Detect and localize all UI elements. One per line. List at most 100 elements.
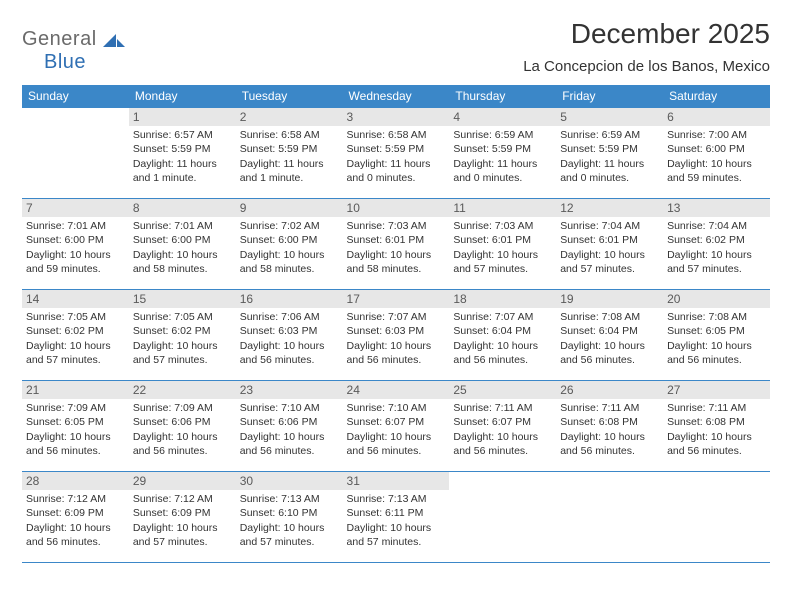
sunrise-text: Sunrise: 6:58 AM [240, 128, 339, 142]
calendar-week-row: 14Sunrise: 7:05 AMSunset: 6:02 PMDayligh… [22, 290, 770, 381]
sunset-text: Sunset: 6:09 PM [26, 506, 125, 520]
calendar-day-cell: 24Sunrise: 7:10 AMSunset: 6:07 PMDayligh… [343, 381, 450, 472]
sunrise-text: Sunrise: 7:03 AM [453, 219, 552, 233]
daylight-text-2: and 59 minutes. [26, 262, 125, 276]
calendar-day-cell: 16Sunrise: 7:06 AMSunset: 6:03 PMDayligh… [236, 290, 343, 381]
calendar-day-cell: 13Sunrise: 7:04 AMSunset: 6:02 PMDayligh… [663, 199, 770, 290]
daylight-text-2: and 56 minutes. [453, 444, 552, 458]
sunrise-text: Sunrise: 6:58 AM [347, 128, 446, 142]
logo-text-general: General [22, 28, 97, 50]
sunrise-text: Sunrise: 6:57 AM [133, 128, 232, 142]
daylight-text-1: Daylight: 10 hours [26, 430, 125, 444]
day-number: 24 [343, 381, 450, 399]
daylight-text-1: Daylight: 10 hours [347, 430, 446, 444]
sunrise-text: Sunrise: 7:11 AM [453, 401, 552, 415]
calendar-table: SundayMondayTuesdayWednesdayThursdayFrid… [22, 85, 770, 563]
calendar-week-row: 7Sunrise: 7:01 AMSunset: 6:00 PMDaylight… [22, 199, 770, 290]
calendar-day-cell: 10Sunrise: 7:03 AMSunset: 6:01 PMDayligh… [343, 199, 450, 290]
calendar-day-cell: 15Sunrise: 7:05 AMSunset: 6:02 PMDayligh… [129, 290, 236, 381]
sunrise-text: Sunrise: 7:12 AM [26, 492, 125, 506]
calendar-day-cell: 6Sunrise: 7:00 AMSunset: 6:00 PMDaylight… [663, 108, 770, 199]
sunrise-text: Sunrise: 7:05 AM [26, 310, 125, 324]
sunrise-text: Sunrise: 7:07 AM [453, 310, 552, 324]
calendar-day-cell [22, 108, 129, 199]
daylight-text-2: and 57 minutes. [133, 535, 232, 549]
daylight-text-2: and 58 minutes. [240, 262, 339, 276]
sunrise-text: Sunrise: 7:13 AM [347, 492, 446, 506]
sunrise-text: Sunrise: 7:04 AM [560, 219, 659, 233]
daylight-text-1: Daylight: 10 hours [667, 430, 766, 444]
title-block: December 2025 La Concepcion de los Banos… [523, 18, 770, 75]
daylight-text-2: and 0 minutes. [560, 171, 659, 185]
sunrise-text: Sunrise: 7:10 AM [240, 401, 339, 415]
calendar-day-cell [663, 472, 770, 563]
sunset-text: Sunset: 5:59 PM [560, 142, 659, 156]
daylight-text-2: and 57 minutes. [133, 353, 232, 367]
logo-block: General Blue [22, 28, 125, 74]
location-label: La Concepcion de los Banos, Mexico [523, 58, 770, 75]
sunset-text: Sunset: 6:00 PM [133, 233, 232, 247]
day-number: 27 [663, 381, 770, 399]
sunset-text: Sunset: 6:03 PM [347, 324, 446, 338]
sunrise-text: Sunrise: 6:59 AM [453, 128, 552, 142]
sunrise-text: Sunrise: 7:11 AM [560, 401, 659, 415]
sunset-text: Sunset: 6:00 PM [667, 142, 766, 156]
daylight-text-2: and 56 minutes. [26, 535, 125, 549]
sunrise-text: Sunrise: 7:04 AM [667, 219, 766, 233]
calendar-day-cell: 30Sunrise: 7:13 AMSunset: 6:10 PMDayligh… [236, 472, 343, 563]
calendar-day-cell: 8Sunrise: 7:01 AMSunset: 6:00 PMDaylight… [129, 199, 236, 290]
daylight-text-1: Daylight: 10 hours [667, 339, 766, 353]
day-number: 15 [129, 290, 236, 308]
daylight-text-2: and 56 minutes. [26, 444, 125, 458]
sunset-text: Sunset: 5:59 PM [347, 142, 446, 156]
daylight-text-1: Daylight: 10 hours [560, 430, 659, 444]
daylight-text-1: Daylight: 10 hours [240, 248, 339, 262]
sunrise-text: Sunrise: 7:10 AM [347, 401, 446, 415]
sunrise-text: Sunrise: 7:12 AM [133, 492, 232, 506]
daylight-text-1: Daylight: 11 hours [560, 157, 659, 171]
calendar-tbody: 1Sunrise: 6:57 AMSunset: 5:59 PMDaylight… [22, 108, 770, 563]
daylight-text-1: Daylight: 11 hours [240, 157, 339, 171]
sunset-text: Sunset: 5:59 PM [240, 142, 339, 156]
sunrise-text: Sunrise: 7:05 AM [133, 310, 232, 324]
daylight-text-2: and 1 minute. [240, 171, 339, 185]
day-number: 22 [129, 381, 236, 399]
day-header: Friday [556, 85, 663, 108]
daylight-text-1: Daylight: 10 hours [453, 339, 552, 353]
calendar-day-cell: 1Sunrise: 6:57 AMSunset: 5:59 PMDaylight… [129, 108, 236, 199]
day-header: Saturday [663, 85, 770, 108]
sunrise-text: Sunrise: 7:11 AM [667, 401, 766, 415]
calendar-day-cell: 9Sunrise: 7:02 AMSunset: 6:00 PMDaylight… [236, 199, 343, 290]
daylight-text-2: and 57 minutes. [26, 353, 125, 367]
day-number: 14 [22, 290, 129, 308]
day-number: 12 [556, 199, 663, 217]
sunset-text: Sunset: 6:06 PM [240, 415, 339, 429]
logo-sail-icon [103, 31, 125, 47]
calendar-day-cell: 23Sunrise: 7:10 AMSunset: 6:06 PMDayligh… [236, 381, 343, 472]
daylight-text-1: Daylight: 10 hours [133, 430, 232, 444]
calendar-day-cell: 5Sunrise: 6:59 AMSunset: 5:59 PMDaylight… [556, 108, 663, 199]
calendar-day-cell: 20Sunrise: 7:08 AMSunset: 6:05 PMDayligh… [663, 290, 770, 381]
day-number: 13 [663, 199, 770, 217]
daylight-text-2: and 56 minutes. [347, 444, 446, 458]
logo-text-blue: Blue [44, 51, 86, 73]
sunset-text: Sunset: 6:03 PM [240, 324, 339, 338]
daylight-text-1: Daylight: 10 hours [667, 157, 766, 171]
daylight-text-1: Daylight: 10 hours [133, 521, 232, 535]
sunset-text: Sunset: 6:01 PM [347, 233, 446, 247]
daylight-text-2: and 57 minutes. [560, 262, 659, 276]
daylight-text-2: and 1 minute. [133, 171, 232, 185]
calendar-day-cell: 25Sunrise: 7:11 AMSunset: 6:07 PMDayligh… [449, 381, 556, 472]
daylight-text-2: and 0 minutes. [453, 171, 552, 185]
sunset-text: Sunset: 6:08 PM [667, 415, 766, 429]
sunrise-text: Sunrise: 7:09 AM [26, 401, 125, 415]
calendar-day-cell: 28Sunrise: 7:12 AMSunset: 6:09 PMDayligh… [22, 472, 129, 563]
month-title: December 2025 [523, 18, 770, 50]
day-number: 18 [449, 290, 556, 308]
sunrise-text: Sunrise: 7:13 AM [240, 492, 339, 506]
sunset-text: Sunset: 6:08 PM [560, 415, 659, 429]
calendar-page: General Blue December 2025 La Concepcion… [0, 0, 792, 573]
sunset-text: Sunset: 6:04 PM [453, 324, 552, 338]
sunset-text: Sunset: 6:07 PM [453, 415, 552, 429]
calendar-week-row: 21Sunrise: 7:09 AMSunset: 6:05 PMDayligh… [22, 381, 770, 472]
